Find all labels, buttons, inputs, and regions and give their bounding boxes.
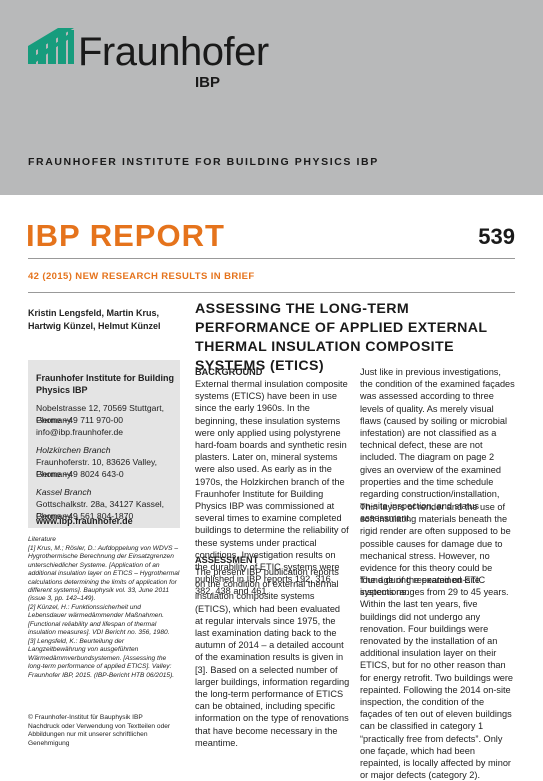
literature-item: [3] Lengsfeld, K.: Beurteilung der Langz…	[28, 638, 175, 679]
rule	[28, 292, 515, 293]
institute: FRAUNHOFER INSTITUTE FOR BUILDING PHYSIC…	[28, 156, 379, 168]
paragraph: Thin layers of render and the use of sof…	[360, 502, 511, 598]
brand: Fraunhofer	[78, 30, 269, 74]
contact-web: www.ibp.fraunhofer.de	[36, 516, 133, 526]
copyright: Nachdruck oder Verwendung von Textteilen…	[28, 723, 171, 747]
literature-heading: Literature	[28, 536, 56, 543]
article-title: ASSESSING THE LONG-TERM PERFORMANCE OF A…	[195, 301, 488, 374]
logo-mark	[28, 28, 74, 64]
section-heading: BACKGROUND	[195, 367, 263, 377]
authors: Kristin Lengsfeld, Martin Krus, Hartwig …	[28, 308, 161, 331]
section-text: External thermal insulation composite sy…	[195, 379, 349, 597]
literature-item: [2] Künzel, H.: Funktionssicherheit und …	[28, 604, 170, 637]
section-heading: ASSESSMENT	[195, 555, 259, 565]
contact-email: info@ibp.fraunhofer.de	[36, 427, 124, 437]
report-number: 539	[478, 224, 515, 249]
branch-name: Kassel Branch	[36, 487, 92, 497]
branch-name: Holzkirchen Branch	[36, 445, 111, 455]
branch-phone: Phone +49 8024 643-0	[36, 469, 124, 479]
contact-box	[28, 360, 180, 528]
branch-address: Fraunhoferstr. 10, 83626 Valley, Germany	[36, 457, 158, 479]
contact-address: Nobelstrasse 12, 70569 Stuttgart, German…	[36, 403, 165, 425]
header-band: Fraunhofer IBP FRAUNHOFER INSTITUTE FOR …	[0, 0, 543, 195]
contact-name: Fraunhofer Institute for Building Physic…	[36, 373, 174, 395]
contact-phone: Phone +49 711 970-00	[36, 415, 124, 425]
section-text: The present IBP publication reports on t…	[195, 567, 350, 748]
branch-address: Gottschalkstr. 28a, 34127 Kassel, German…	[36, 499, 165, 521]
copyright: © Fraunhofer-Institut für Bauphysik IBP	[28, 714, 143, 721]
branch-phone: Phone +49 561 804-1870	[36, 511, 134, 521]
report-title: IBP REPORT	[26, 218, 225, 253]
report-subtitle: 42 (2015) NEW RESEARCH RESULTS IN BRIEF	[28, 271, 255, 282]
rule	[28, 258, 515, 259]
literature-item: [1] Krus, M.; Rösler, D.: Aufdoppelung v…	[28, 545, 180, 603]
brand-sub: IBP	[195, 74, 221, 91]
paragraph: Just like in previous investigations, th…	[360, 367, 515, 524]
